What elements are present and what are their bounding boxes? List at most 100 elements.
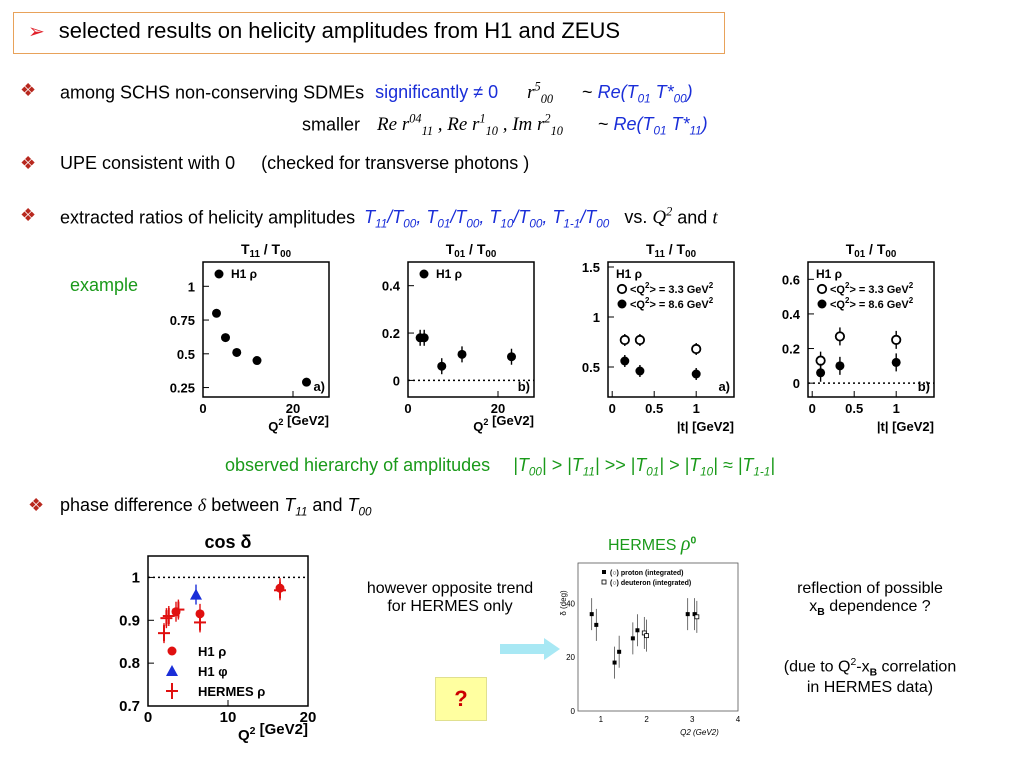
data-point (507, 352, 516, 362)
plot-frame (607, 261, 735, 398)
slide-title: ➢ selected results on helicity amplitudes… (28, 18, 621, 43)
chart-title: T11 / T00 (241, 241, 292, 260)
data-point (612, 660, 617, 665)
bullet-3: extracted ratios of helicity amplitudes … (60, 205, 718, 231)
data-point (815, 355, 826, 366)
bullet-1-line-2: smaller Re r0411 , Re r110 , Im r210 ~ R… (302, 112, 708, 139)
y-tick-label: 0.2 (782, 342, 800, 357)
plot-cos-delta: 0 10 20 0.7 0.8 0.9 1 cos δ Q2 [GeV2] H1 ρ H1 φ HER… (119, 532, 317, 744)
x-axis-label: Q2 [GeV2] (473, 413, 534, 434)
data-point (212, 308, 221, 318)
data-point (619, 334, 630, 346)
x-tick-label: 20 (300, 709, 317, 726)
y-tick-label: 0.5 (177, 347, 195, 362)
data-point (891, 357, 901, 367)
y-tick-label: 0.9 (119, 612, 140, 629)
plot-t01-t00-q2: 0 20 0 0.2 0.4 T01 / T00 Q2 [GeV2] b) H1 ρ (382, 241, 535, 434)
bullet-4: phase difference δ between T11 and T00 (60, 495, 372, 519)
legend-entry: <Q2> = 3.3 GeV2 (630, 281, 714, 296)
x-tick-label: 20 (491, 401, 505, 416)
data-point (617, 649, 622, 654)
data-point (419, 269, 429, 279)
data-point (816, 368, 826, 378)
y-tick-label: 0.75 (170, 313, 195, 328)
y-tick-label: 1 (593, 310, 600, 325)
legend-header: H1 ρ (816, 267, 842, 281)
right-arrow-icon (500, 638, 560, 660)
note-correlation: (due to Q2-xB correlation in HERMES data… (783, 657, 957, 696)
bullet-diamond-icon: ❖ (20, 153, 37, 173)
note-reflection: reflection of possible xB dependence ? (797, 580, 943, 619)
x-tick-label: 3 (690, 715, 695, 724)
data-point (437, 361, 447, 371)
data-point (419, 333, 429, 343)
x-tick-label: 0.5 (845, 401, 863, 416)
data-point (692, 612, 697, 617)
y-tick-label: 0.25 (170, 381, 195, 396)
question-box: ? (435, 677, 487, 721)
y-tick-label: 0.7 (119, 698, 140, 715)
data-point (691, 369, 701, 379)
data-point (635, 628, 640, 633)
x-tick-label: 2 (644, 715, 649, 724)
y-tick-label: 20 (566, 653, 575, 662)
data-point (685, 612, 690, 617)
data-point (817, 299, 827, 309)
y-tick-label: 0 (393, 373, 400, 388)
bullet-diamond-icon: ❖ (20, 80, 37, 100)
panel-label: a) (313, 379, 325, 394)
data-point (630, 636, 635, 641)
panel-label: a) (718, 379, 730, 394)
data-point (644, 633, 649, 639)
data-point (594, 622, 599, 627)
y-tick-label: 0.5 (582, 360, 600, 375)
y-tick-label: 1 (188, 279, 195, 294)
data-point (221, 333, 230, 343)
data-point (232, 347, 242, 357)
x-axis-label: Q2 (GeV2) (680, 728, 719, 737)
legend-entry: H1 ρ (231, 267, 257, 281)
title-box (13, 12, 725, 54)
bullet-2: UPE consistent with 0 (checked for transv… (60, 153, 530, 173)
bullet-diamond-icon: ❖ (28, 495, 45, 515)
data-point (589, 612, 594, 617)
x-tick-label: 0 (609, 401, 616, 416)
legend-entry: <Q2> = 8.6 GeV2 (830, 296, 914, 311)
legend-entry: HERMES ρ (198, 684, 265, 699)
data-point (167, 646, 177, 656)
y-tick-label: 0.4 (382, 279, 401, 294)
x-tick-label: 20 (286, 401, 300, 416)
x-tick-label: 1 (893, 401, 900, 416)
data-point (252, 356, 262, 366)
plot-frame (202, 261, 330, 398)
legend-entry: (○) deuteron (integrated) (610, 580, 691, 587)
x-tick-label: 1 (693, 401, 700, 416)
data-point (816, 283, 828, 295)
hermes-label: HERMES ρ0 (608, 533, 697, 555)
data-point (634, 334, 646, 346)
legend-entry: H1 φ (198, 664, 228, 679)
data-point (457, 349, 467, 359)
legend-entry: <Q2> = 3.3 GeV2 (830, 281, 914, 296)
data-point (617, 299, 627, 309)
x-tick-label: 0 (404, 401, 411, 416)
data-point (302, 377, 311, 387)
note-opposite-trend: however opposite trend for HERMES only (366, 580, 534, 615)
example-label: example (70, 275, 139, 295)
panel-label: b) (518, 379, 530, 394)
legend-header: H1 ρ (616, 267, 642, 281)
data-point (620, 356, 630, 366)
data-point (694, 614, 700, 620)
plot-t11-t00-q2: 0 20 0.25 0.5 0.75 1 T11 / T00 Q2 [GeV2] a) H1 ρ (170, 241, 330, 434)
y-tick-label: 1.5 (582, 260, 600, 275)
chart-title: cos δ (205, 532, 252, 552)
data-point (691, 343, 702, 355)
data-point (834, 331, 846, 342)
x-tick-label: 0 (144, 709, 152, 726)
legend-entry: H1 ρ (198, 644, 226, 659)
data-point (635, 366, 645, 376)
y-tick-label: 0.2 (382, 326, 400, 341)
data-point (616, 283, 628, 295)
